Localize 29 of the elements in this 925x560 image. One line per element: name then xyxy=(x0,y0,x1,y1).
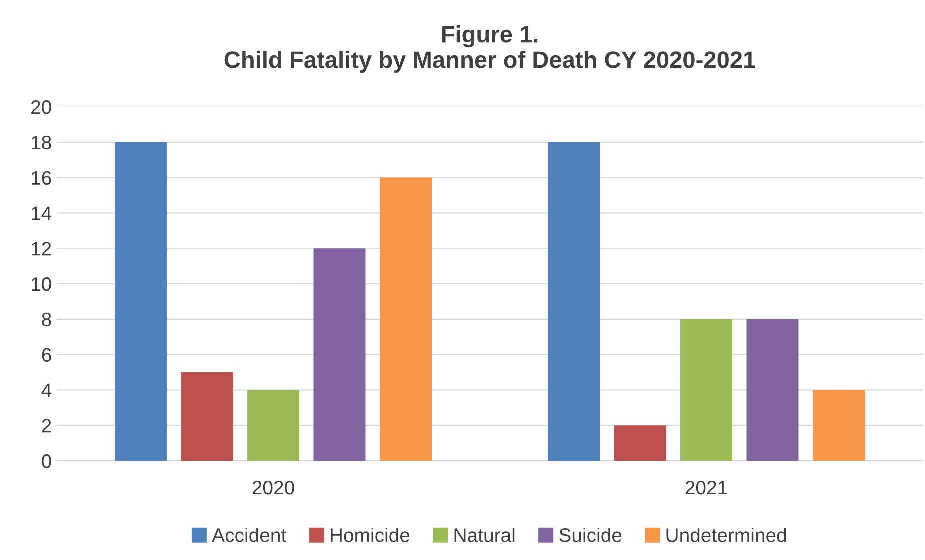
legend-label: Undetermined xyxy=(666,528,786,542)
x-tick-label: 2020 xyxy=(252,480,294,495)
y-tick-label: 20 xyxy=(31,100,52,114)
bar xyxy=(115,142,167,461)
y-tick-label: 12 xyxy=(32,242,52,256)
y-tick-label: 10 xyxy=(32,277,52,292)
bar xyxy=(548,142,600,461)
bar xyxy=(680,319,732,461)
legend-label: Accident xyxy=(212,528,287,542)
bar xyxy=(380,178,432,461)
bar xyxy=(746,319,799,461)
y-tick-label: 6 xyxy=(42,348,52,362)
chart-title: Figure 1. Child Fatality by Manner of Death CY 2020-2021 xyxy=(224,25,756,74)
y-tick-label: 0 xyxy=(42,454,52,468)
bar xyxy=(181,372,234,461)
bar xyxy=(614,426,666,461)
y-tick-label: 16 xyxy=(32,171,52,186)
bar xyxy=(813,390,865,461)
y-tick-label: 14 xyxy=(32,206,52,220)
y-tick-label: 4 xyxy=(42,384,52,398)
y-tick-label: 18 xyxy=(32,136,52,150)
legend-label: Natural xyxy=(454,528,515,542)
bar xyxy=(248,390,300,461)
y-tick-label: 8 xyxy=(42,312,52,327)
bar xyxy=(314,248,366,461)
y-tick-label: 2 xyxy=(42,419,52,433)
legend-label: Suicide xyxy=(560,528,622,542)
legend-label: Homicide xyxy=(331,528,410,542)
x-tick-label: 2021 xyxy=(686,480,728,495)
